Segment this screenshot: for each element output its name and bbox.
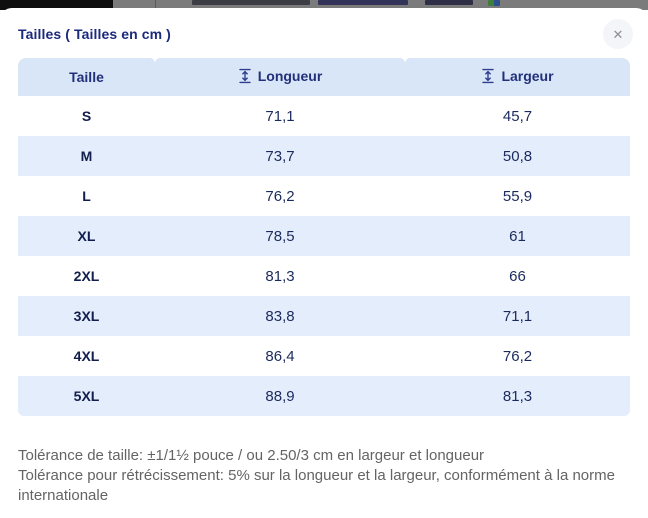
column-header-taille: Taille [18, 58, 155, 96]
column-label: Longueur [257, 67, 323, 84]
vertical-measure-icon [481, 68, 495, 84]
table-row: L 76,2 55,9 [18, 176, 630, 216]
size-cell: L [82, 188, 91, 204]
vertical-measure-icon [238, 68, 252, 84]
longueur-cell: 83,8 [155, 296, 405, 336]
size-chart-modal: Tailles ( Tailles en cm ) ✕ Taille [0, 8, 648, 518]
table-row: 5XL 88,9 81,3 [18, 376, 630, 416]
size-table: Taille Longueur [18, 58, 630, 416]
longueur-cell: 86,4 [265, 347, 295, 365]
largeur-cell: 66 [509, 267, 526, 285]
column-label: Largeur [501, 67, 554, 84]
longueur-cell: 81,3 [265, 267, 295, 285]
size-cell: 3XL [18, 296, 155, 336]
tolerance-note: Tolérance de taille: ±1/1½ pouce / ou 2.… [18, 446, 634, 505]
table-row: 2XL 81,3 66 [18, 256, 630, 296]
background-page-strip [0, 0, 648, 10]
table-row: M 73,7 50,8 [18, 136, 630, 176]
largeur-cell: 55,9 [502, 187, 533, 205]
modal-header: Tailles ( Tailles en cm ) ✕ [0, 8, 648, 58]
largeur-cell: 61 [405, 216, 630, 256]
column-header-largeur: Largeur [405, 58, 630, 96]
close-icon: ✕ [612, 26, 624, 42]
tolerance-line-2: Tolérance pour rétrécissement: 5% sur la… [18, 466, 615, 504]
table-row: 3XL 83,8 71,1 [18, 296, 630, 336]
tolerance-line-1: Tolérance de taille: ±1/1½ pouce / ou 2.… [18, 447, 485, 464]
column-label: Taille [69, 69, 104, 85]
background-divider [155, 0, 156, 8]
background-dark-block [0, 0, 113, 10]
longueur-cell: 76,2 [265, 187, 295, 205]
table-header-row: Taille Longueur [18, 58, 630, 96]
modal-title: Tailles ( Tailles en cm ) [18, 26, 171, 42]
background-text-remnant [425, 0, 473, 5]
largeur-cell: 50,8 [405, 136, 630, 176]
table-row: S 71,1 45,7 [18, 96, 630, 136]
close-button[interactable]: ✕ [603, 19, 633, 49]
size-cell: 4XL [73, 348, 100, 364]
background-color-swatch [488, 0, 500, 6]
table-row: XL 78,5 61 [18, 216, 630, 256]
longueur-cell: 88,9 [155, 376, 405, 416]
background-text-remnant [318, 0, 408, 5]
largeur-cell: 81,3 [405, 376, 630, 416]
column-header-longueur: Longueur [155, 58, 405, 96]
longueur-cell: 71,1 [265, 107, 295, 125]
largeur-cell: 71,1 [405, 296, 630, 336]
table-row: 4XL 86,4 76,2 [18, 336, 630, 376]
largeur-cell: 45,7 [502, 107, 533, 125]
longueur-cell: 78,5 [155, 216, 405, 256]
size-cell: 5XL [18, 376, 155, 416]
longueur-cell: 73,7 [155, 136, 405, 176]
size-cell: XL [18, 216, 155, 256]
largeur-cell: 76,2 [502, 347, 533, 365]
size-cell: M [18, 136, 155, 176]
size-cell: 2XL [73, 268, 100, 284]
background-text-remnant [192, 0, 310, 5]
size-cell: S [81, 108, 92, 124]
